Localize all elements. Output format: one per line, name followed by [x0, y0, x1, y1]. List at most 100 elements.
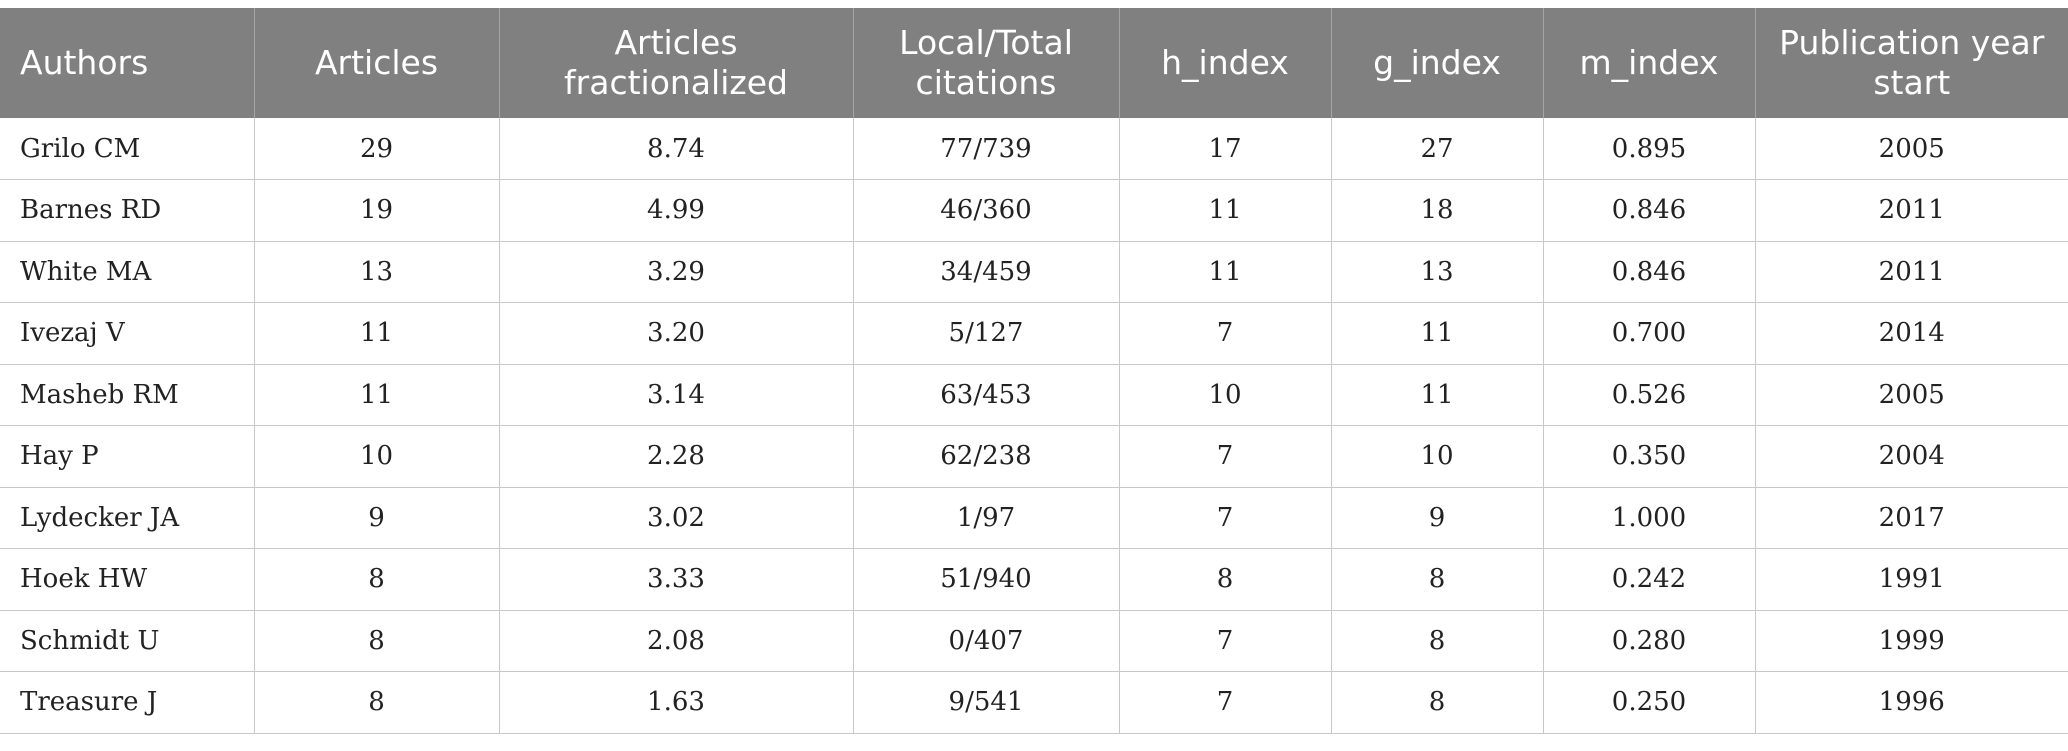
h-index-cell: 11	[1119, 241, 1332, 303]
year-start-cell: 2004	[1755, 425, 2068, 488]
h-index-cell: 11	[1119, 179, 1332, 242]
m-index-cell: 0.846	[1543, 179, 1756, 242]
table-row: Schmidt U 8 2.08 0/407 7 8 0.280 1999	[0, 610, 2068, 672]
author-cell: Hay P	[0, 425, 255, 488]
citations-cell: 5/127	[853, 302, 1120, 365]
table-body: Grilo CM 29 8.74 77/739 17 27 0.895 2005 Barnes …	[0, 118, 2068, 734]
articles-fractionalized-cell: 3.33	[499, 548, 854, 611]
articles-cell: 29	[254, 118, 500, 180]
header-g-index: g_index	[1331, 8, 1544, 118]
header-articles: Articles	[254, 8, 500, 118]
table-row: Hay P 10 2.28 62/238 7 10 0.350 2004	[0, 425, 2068, 488]
table-row: Lydecker JA 9 3.02 1/97 7 9 1.000 2017	[0, 487, 2068, 549]
header-articles-fractionalized: Articles fractionalized	[499, 8, 854, 118]
table-row: Barnes RD 19 4.99 46/360 11 18 0.846 2011	[0, 179, 2068, 242]
g-index-cell: 10	[1331, 425, 1544, 488]
m-index-cell: 0.700	[1543, 302, 1756, 365]
articles-fractionalized-cell: 3.29	[499, 241, 854, 303]
citations-cell: 0/407	[853, 610, 1120, 672]
year-start-cell: 2011	[1755, 179, 2068, 242]
m-index-cell: 0.280	[1543, 610, 1756, 672]
author-cell: Hoek HW	[0, 548, 255, 611]
year-start-cell: 1996	[1755, 671, 2068, 734]
articles-cell: 8	[254, 548, 500, 611]
author-cell: Masheb RM	[0, 364, 255, 426]
articles-fractionalized-cell: 1.63	[499, 671, 854, 734]
citations-cell: 34/459	[853, 241, 1120, 303]
header-local-total-citations: Local/Total citations	[853, 8, 1120, 118]
table-row: Grilo CM 29 8.74 77/739 17 27 0.895 2005	[0, 118, 2068, 180]
header-row: Authors Articles Articles fractionalized…	[0, 8, 2068, 118]
author-cell: Ivezaj V	[0, 302, 255, 365]
table-row: Ivezaj V 11 3.20 5/127 7 11 0.700 2014	[0, 302, 2068, 365]
author-cell: Barnes RD	[0, 179, 255, 242]
h-index-cell: 7	[1119, 671, 1332, 734]
h-index-cell: 7	[1119, 425, 1332, 488]
articles-fractionalized-cell: 3.14	[499, 364, 854, 426]
table-row: White MA 13 3.29 34/459 11 13 0.846 2011	[0, 241, 2068, 303]
m-index-cell: 1.000	[1543, 487, 1756, 549]
m-index-cell: 0.250	[1543, 671, 1756, 734]
year-start-cell: 2011	[1755, 241, 2068, 303]
year-start-cell: 2014	[1755, 302, 2068, 365]
citations-cell: 77/739	[853, 118, 1120, 180]
header-h-index: h_index	[1119, 8, 1332, 118]
author-cell: White MA	[0, 241, 255, 303]
year-start-cell: 2005	[1755, 364, 2068, 426]
g-index-cell: 27	[1331, 118, 1544, 180]
h-index-cell: 10	[1119, 364, 1332, 426]
articles-cell: 8	[254, 610, 500, 672]
year-start-cell: 1991	[1755, 548, 2068, 611]
articles-fractionalized-cell: 3.20	[499, 302, 854, 365]
g-index-cell: 18	[1331, 179, 1544, 242]
citations-cell: 9/541	[853, 671, 1120, 734]
author-cell: Lydecker JA	[0, 487, 255, 549]
h-index-cell: 8	[1119, 548, 1332, 611]
year-start-cell: 1999	[1755, 610, 2068, 672]
articles-cell: 13	[254, 241, 500, 303]
m-index-cell: 0.895	[1543, 118, 1756, 180]
author-cell: Schmidt U	[0, 610, 255, 672]
m-index-cell: 0.350	[1543, 425, 1756, 488]
articles-fractionalized-cell: 4.99	[499, 179, 854, 242]
m-index-cell: 0.846	[1543, 241, 1756, 303]
table-header: Authors Articles Articles fractionalized…	[0, 8, 2068, 118]
year-start-cell: 2017	[1755, 487, 2068, 549]
citations-cell: 46/360	[853, 179, 1120, 242]
citations-cell: 1/97	[853, 487, 1120, 549]
articles-fractionalized-cell: 2.08	[499, 610, 854, 672]
articles-fractionalized-cell: 8.74	[499, 118, 854, 180]
m-index-cell: 0.242	[1543, 548, 1756, 611]
citations-cell: 63/453	[853, 364, 1120, 426]
header-publication-year-start: Publication year start	[1755, 8, 2068, 118]
h-index-cell: 7	[1119, 302, 1332, 365]
citations-cell: 62/238	[853, 425, 1120, 488]
g-index-cell: 8	[1331, 548, 1544, 611]
year-start-cell: 2005	[1755, 118, 2068, 180]
author-table-container: Authors Articles Articles fractionalized…	[0, 8, 2068, 734]
author-cell: Treasure J	[0, 671, 255, 734]
g-index-cell: 9	[1331, 487, 1544, 549]
articles-fractionalized-cell: 2.28	[499, 425, 854, 488]
articles-cell: 10	[254, 425, 500, 488]
header-m-index: m_index	[1543, 8, 1756, 118]
articles-cell: 11	[254, 302, 500, 365]
header-authors: Authors	[0, 8, 255, 118]
articles-cell: 11	[254, 364, 500, 426]
articles-cell: 9	[254, 487, 500, 549]
citations-cell: 51/940	[853, 548, 1120, 611]
g-index-cell: 8	[1331, 671, 1544, 734]
h-index-cell: 7	[1119, 610, 1332, 672]
table-row: Treasure J 8 1.63 9/541 7 8 0.250 1996	[0, 671, 2068, 734]
articles-cell: 19	[254, 179, 500, 242]
h-index-cell: 17	[1119, 118, 1332, 180]
table-row: Hoek HW 8 3.33 51/940 8 8 0.242 1991	[0, 548, 2068, 611]
g-index-cell: 11	[1331, 364, 1544, 426]
table-row: Masheb RM 11 3.14 63/453 10 11 0.526 2005	[0, 364, 2068, 426]
g-index-cell: 13	[1331, 241, 1544, 303]
h-index-cell: 7	[1119, 487, 1332, 549]
articles-fractionalized-cell: 3.02	[499, 487, 854, 549]
author-cell: Grilo CM	[0, 118, 255, 180]
author-metrics-table: Authors Articles Articles fractionalized…	[0, 8, 2068, 734]
m-index-cell: 0.526	[1543, 364, 1756, 426]
